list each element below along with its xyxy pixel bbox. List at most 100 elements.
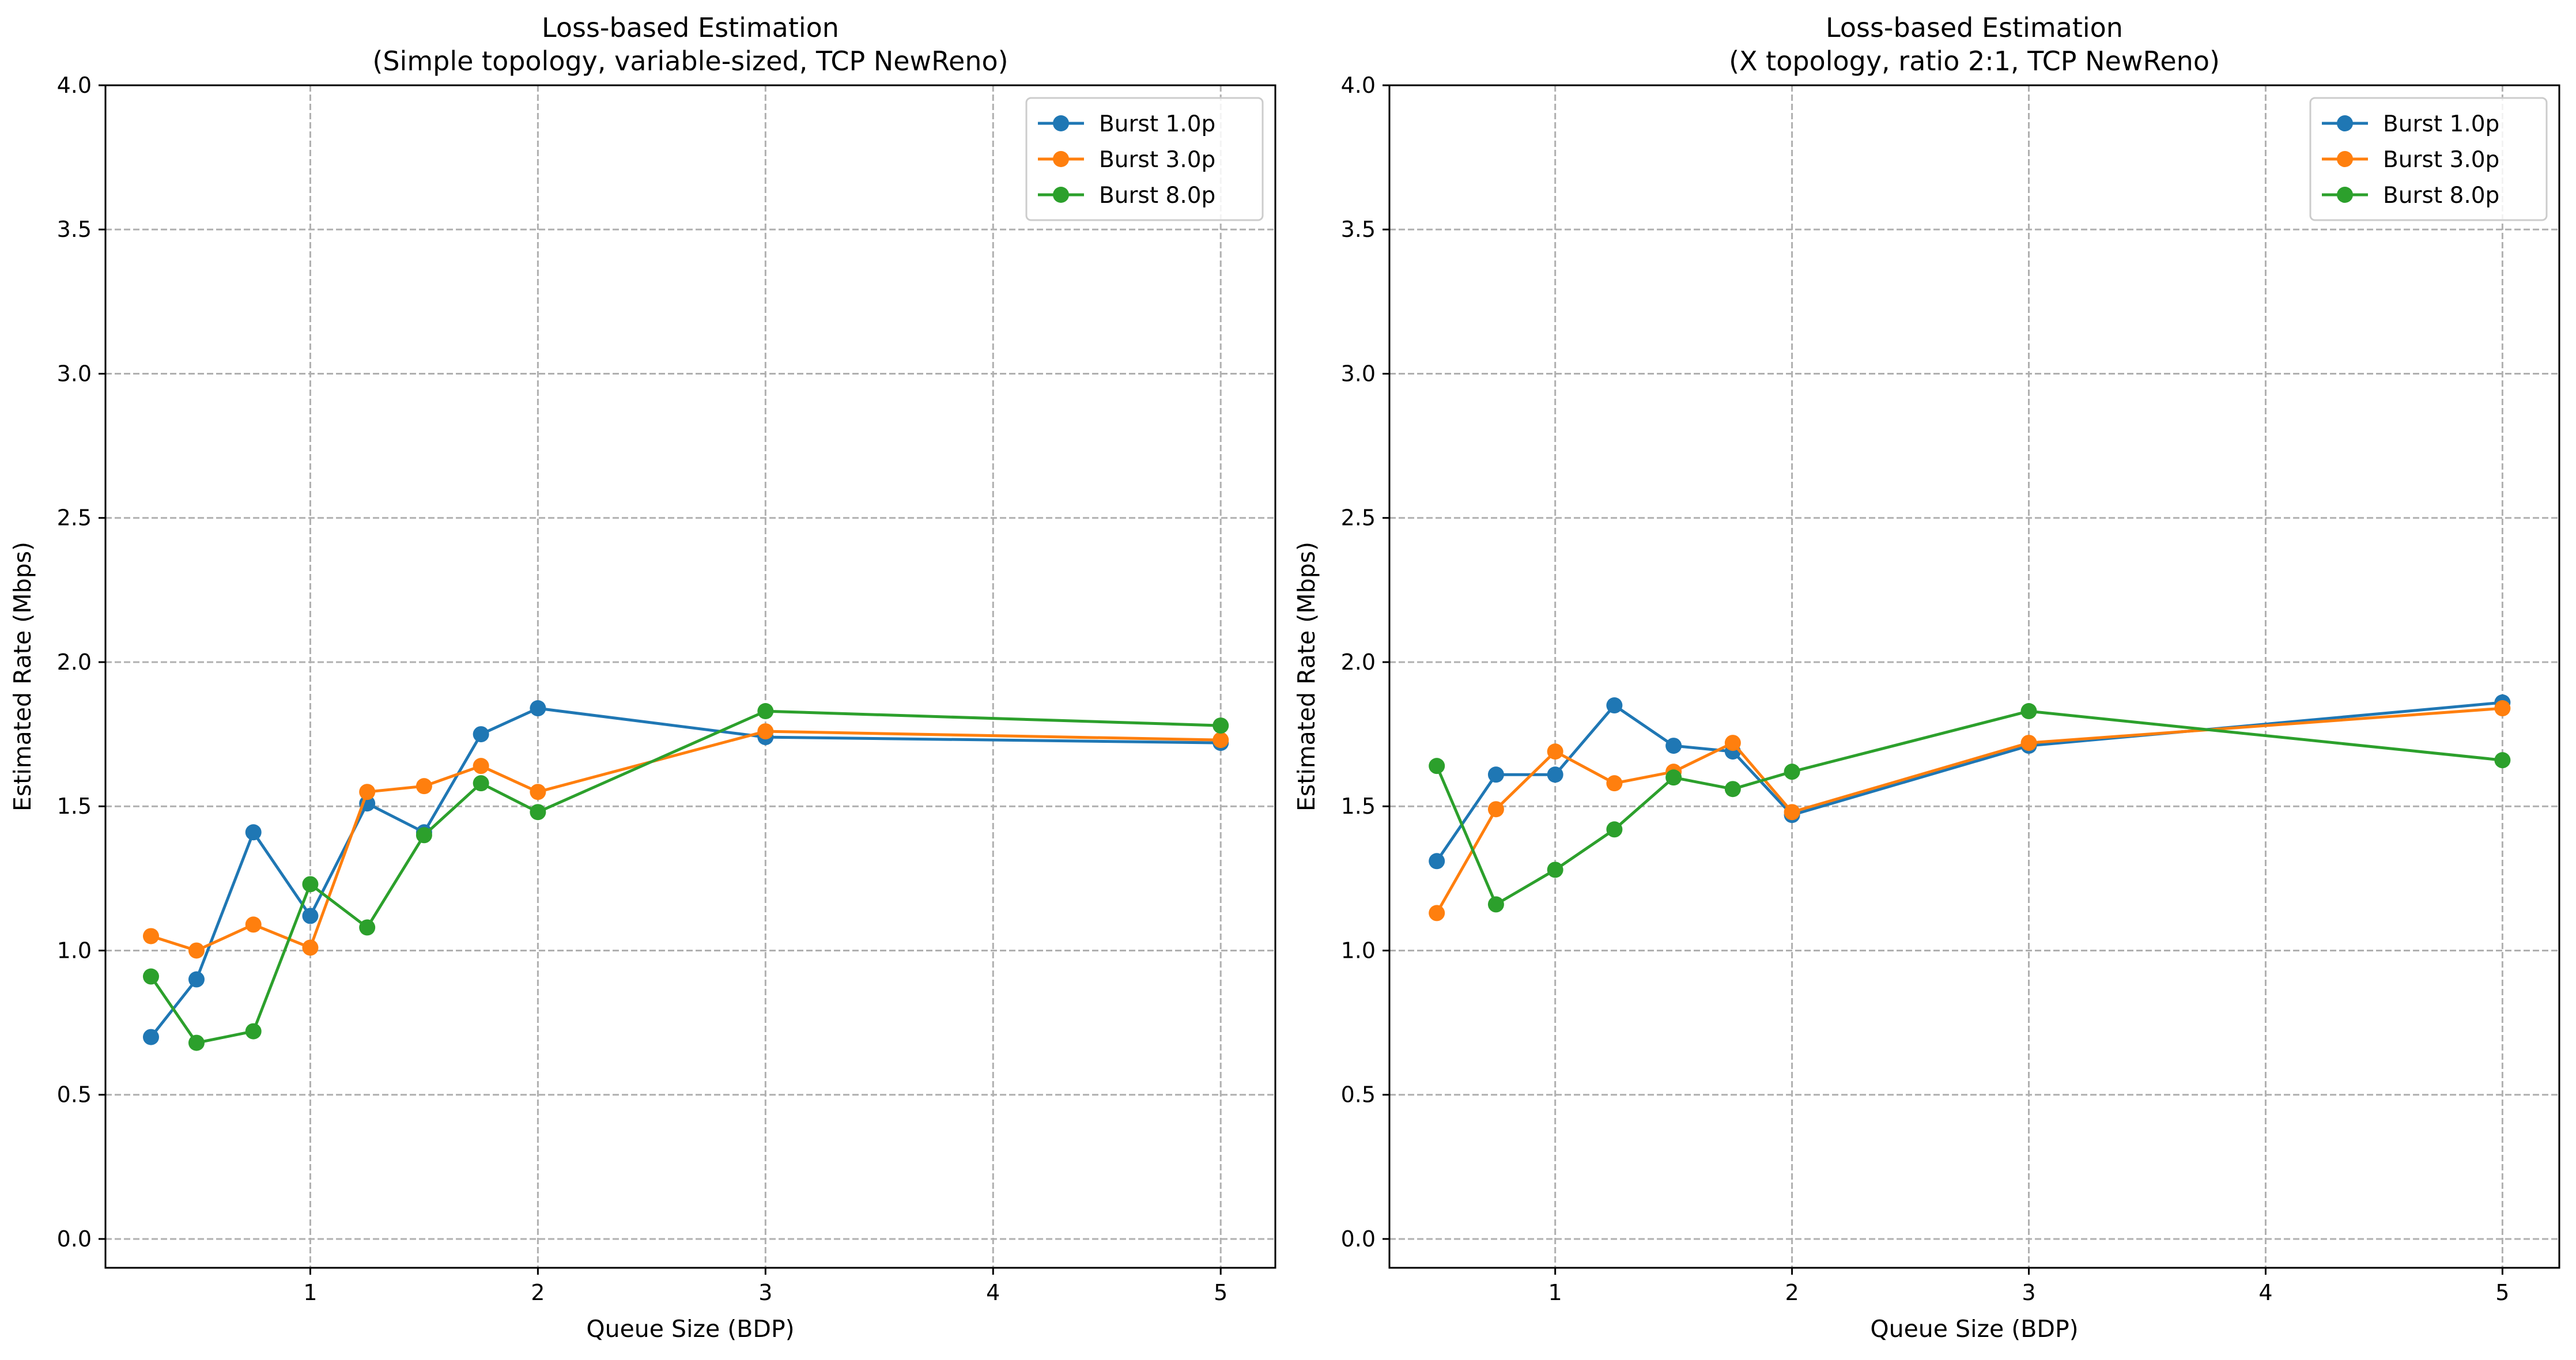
y-tick-label: 3.5 <box>57 217 92 242</box>
y-axis-label: Estimated Rate (Mbps) <box>1293 542 1320 811</box>
legend-item: Burst 8.0p <box>1038 183 1215 209</box>
data-point <box>245 824 262 841</box>
data-point <box>2020 703 2037 720</box>
legend-label: Burst 1.0p <box>2383 111 2499 137</box>
y-tick-label: 2.5 <box>57 505 92 531</box>
y-tick-label: 1.0 <box>57 938 92 963</box>
legend-item: Burst 3.0p <box>2322 147 2499 173</box>
x-tick-label: 3 <box>2022 1280 2035 1305</box>
data-point <box>1487 896 1504 913</box>
data-point <box>188 971 205 988</box>
legend-marker <box>1053 151 1069 167</box>
data-point <box>1606 821 1623 838</box>
data-point <box>359 919 376 936</box>
data-point <box>302 908 319 924</box>
legend-label: Burst 8.0p <box>1099 183 1215 209</box>
data-point <box>2020 735 2037 751</box>
data-point <box>530 784 546 800</box>
legend-item: Burst 8.0p <box>2322 183 2499 209</box>
plot-frame <box>1388 84 2560 1269</box>
chart-title: Loss-based Estimation <box>542 12 839 43</box>
y-tick-label: 1.0 <box>1341 938 1376 963</box>
y-tick-label: 4.0 <box>1341 73 1376 98</box>
data-point <box>416 827 432 844</box>
chart-panel-2: 1 2 3 4 5 0.0 0.5 1.0 1.5 2.0 2.5 3.0 3.5 4.0 Queue Si… <box>1293 12 2560 1343</box>
x-axis-label: Queue Size (BDP) <box>586 1315 794 1343</box>
y-tick-label: 0.0 <box>1341 1226 1376 1252</box>
data-point <box>1547 862 1563 878</box>
y-tick-label: 1.5 <box>57 794 92 819</box>
data-point <box>302 876 319 893</box>
data-point <box>359 784 376 800</box>
y-tick-label: 2.0 <box>57 649 92 675</box>
data-point <box>1213 732 1229 749</box>
data-point <box>473 726 489 743</box>
x-tick-label: 5 <box>2495 1280 2509 1305</box>
y-tick-label: 2.5 <box>1341 505 1376 531</box>
y-axis-label: Estimated Rate (Mbps) <box>9 542 36 811</box>
series-line <box>149 709 1221 1045</box>
data-point <box>1487 766 1504 783</box>
data-point <box>1213 717 1229 734</box>
y-tick-label: 0.0 <box>57 1226 92 1252</box>
data-point <box>1429 758 1445 775</box>
legend-marker <box>2337 115 2353 131</box>
legend-item: Burst 3.0p <box>1038 147 1215 173</box>
data-point <box>188 942 205 959</box>
data-point <box>1784 764 1800 780</box>
data-point <box>1547 766 1563 783</box>
x-tick-label: 2 <box>531 1280 545 1305</box>
x-tick-label: 1 <box>1548 1280 1562 1305</box>
legend-marker <box>2337 151 2353 167</box>
data-point <box>1724 735 1741 751</box>
data-point <box>530 700 546 717</box>
x-axis-label: Queue Size (BDP) <box>1870 1315 2078 1343</box>
data-point <box>2494 700 2511 717</box>
data-point <box>142 928 159 945</box>
y-tick-label: 2.0 <box>1341 649 1376 675</box>
series-burst-8-0p <box>142 703 1229 1051</box>
data-point <box>245 1023 262 1040</box>
x-tick-label: 4 <box>2258 1280 2272 1305</box>
series-burst-8-0p <box>1429 703 2511 913</box>
data-point <box>245 916 262 933</box>
data-point <box>757 703 774 720</box>
chart-title: Loss-based Estimation <box>1826 12 2123 43</box>
data-point <box>1429 853 1445 870</box>
data-point <box>1429 905 1445 921</box>
series-line <box>150 707 1221 1038</box>
data-point <box>757 723 774 740</box>
grid <box>105 84 1275 1268</box>
y-tick-label: 3.5 <box>1341 217 1376 242</box>
legend-label: Burst 3.0p <box>2383 147 2499 173</box>
x-tick-label: 5 <box>1214 1280 1227 1305</box>
legend-marker <box>1053 115 1069 131</box>
data-point <box>473 775 489 792</box>
data-point <box>2494 752 2511 769</box>
legend-item: Burst 1.0p <box>2322 111 2499 137</box>
legend-label: Burst 1.0p <box>1099 111 1215 137</box>
data-point <box>1665 738 1682 754</box>
legend-marker <box>1053 187 1069 203</box>
y-tick-label: 0.5 <box>1341 1082 1376 1108</box>
data-point <box>142 968 159 985</box>
data-point <box>1784 804 1800 821</box>
legend: Burst 1.0p Burst 3.0p Burst 8.0p <box>1025 97 1264 221</box>
legend-item: Burst 1.0p <box>1038 111 1215 137</box>
y-tick-label: 4.0 <box>57 73 92 98</box>
data-point <box>1487 801 1504 818</box>
data-point <box>188 1034 205 1051</box>
chart-subtitle: (X topology, ratio 2:1, TCP NewReno) <box>1729 46 2220 77</box>
legend: Burst 1.0p Burst 3.0p Burst 8.0p <box>2309 97 2548 221</box>
data-point <box>1665 769 1682 786</box>
data-point <box>473 758 489 775</box>
legend-label: Burst 8.0p <box>2383 183 2499 209</box>
legend-box <box>1025 97 1264 221</box>
data-point <box>416 778 432 795</box>
data-point <box>1606 697 1623 714</box>
y-tick-label: 1.5 <box>1341 794 1376 819</box>
y-tick-label: 0.5 <box>57 1082 92 1108</box>
data-point <box>530 804 546 821</box>
x-tick-label: 3 <box>758 1280 772 1305</box>
